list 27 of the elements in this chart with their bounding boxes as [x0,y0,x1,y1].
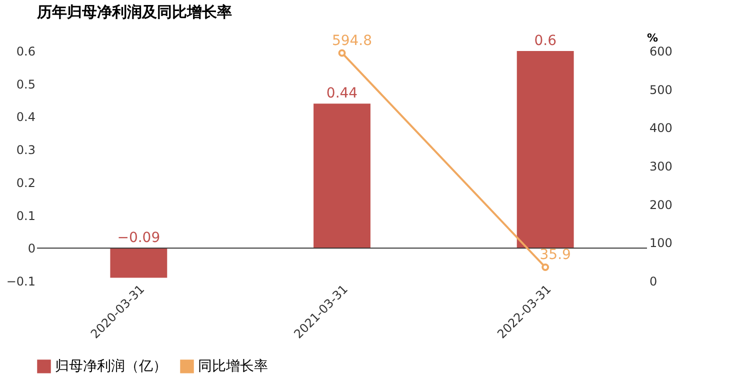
data-label: 35.9 [540,247,571,264]
data-label: −0.09 [117,230,160,246]
legend-label: 同比增长率 [198,358,268,374]
y-tick-label: 0.4 [16,110,36,124]
y2-tick-label: 100 [650,236,672,250]
y-tick-label: 0.6 [16,44,36,58]
y-tick-label: 0.5 [16,77,36,92]
data-label: 594.8 [332,32,372,49]
y-tick-label: 0.1 [16,208,36,223]
y2-tick-label: 0 [650,274,658,288]
y-tick-label: 0 [28,242,36,256]
y2-tick-label: 500 [650,82,672,97]
bar [314,104,370,248]
y2-tick-label: 600 [650,44,672,58]
y-tick-label: −0.1 [6,274,36,288]
y2-tick-label: 200 [650,198,672,212]
data-label: 0.6 [534,33,557,49]
bar [110,248,168,278]
legend-label: 归母净利润（亿） [55,358,167,374]
y2-tick-label: 400 [650,121,672,136]
chart-title: 历年归母净利润及同比增长率 [36,3,232,21]
y2-tick-label: 300 [650,160,672,174]
y-tick-label: 0.3 [16,143,36,158]
y2-axis-title: % [646,32,658,44]
data-label: 0.44 [326,86,358,102]
bar [516,51,574,248]
y-tick-label: 0.2 [16,176,36,190]
